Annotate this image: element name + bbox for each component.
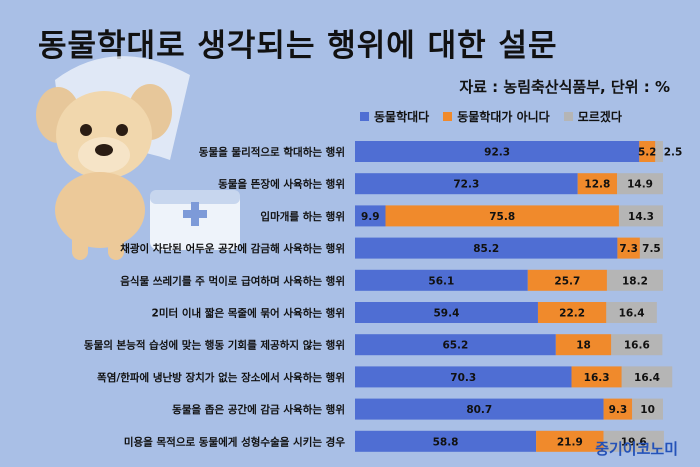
category-label: 동물을 뜬장에 사육하는 행위 [218, 178, 345, 191]
data-label: 75.8 [489, 211, 515, 223]
data-label: 18.2 [622, 275, 648, 287]
category-label: 폭염/한파에 냉난방 장치가 없는 장소에서 사육하는 행위 [97, 371, 345, 384]
bar-segment [618, 205, 663, 227]
data-label: 70.3 [450, 372, 476, 384]
legend-swatch [360, 112, 369, 121]
data-label: 12.8 [584, 179, 610, 191]
bar-segment [621, 366, 673, 388]
data-label: 16.4 [619, 308, 645, 320]
bar-segment [603, 398, 633, 420]
bar-segment [355, 366, 572, 388]
bar-segment [632, 398, 663, 420]
bar-segment [639, 141, 656, 162]
legend-swatch [443, 112, 453, 121]
data-label: 7.3 [619, 243, 638, 255]
legend-item: 모르겠다 [563, 108, 622, 125]
category-label: 음식물 쓰레기를 주 먹이로 급여하며 사육하는 행위 [120, 274, 345, 287]
bar-segment [555, 334, 612, 356]
legend-item: 동물학대가 아니다 [443, 108, 550, 125]
data-label: 21.9 [557, 436, 583, 448]
data-label: 14.3 [628, 211, 654, 223]
bar-segment [355, 141, 640, 162]
bar-segment [537, 302, 607, 323]
bar-segment [603, 430, 664, 452]
data-label: 2.5 [664, 147, 683, 159]
data-label: 80.7 [466, 404, 492, 416]
data-label: 18 [576, 340, 591, 352]
data-label: 10 [640, 404, 655, 416]
bar-segment [639, 237, 663, 259]
legend-label: 모르겠다 [577, 110, 622, 124]
data-label: 14.9 [627, 179, 653, 191]
legend-label: 동물학대다 [374, 110, 430, 124]
bar-segment [577, 173, 618, 195]
category-label: 동물을 좁은 공간에 감금 사육하는 행위 [172, 403, 345, 416]
data-label: 59.4 [434, 308, 460, 320]
data-label: 85.2 [473, 243, 499, 255]
bar-segment [355, 173, 578, 195]
bar-segment [606, 269, 663, 291]
category-label: 동물을 물리적으로 학대하는 행위 [199, 146, 345, 159]
category-label: 입마개를 하는 행위 [260, 210, 345, 223]
source-note: 자료 : 농림축산식품부, 단위 : % [459, 78, 670, 96]
bar-segment [527, 269, 607, 291]
data-label: 5.2 [638, 147, 657, 159]
bar-segment [606, 302, 657, 323]
bar-segment [355, 302, 538, 323]
bar-segment [355, 269, 528, 291]
bar-segment [355, 398, 604, 420]
data-label: 7.5 [642, 243, 661, 255]
category-label: 채광이 차단된 어두운 공간에 감금해 사육하는 행위 [120, 242, 345, 255]
bar-segment [355, 430, 537, 452]
bar-segment [355, 205, 386, 227]
bar-segment [617, 173, 663, 195]
dog-illustration [36, 56, 240, 260]
category-label: 미용을 목적으로 동물에게 성형수술을 시키는 경우 [124, 435, 345, 448]
data-label: 58.8 [433, 436, 459, 448]
data-label: 16.6 [624, 340, 650, 352]
data-label: 9.3 [609, 404, 628, 416]
data-label: 25.7 [554, 275, 580, 287]
bar-segment [355, 237, 618, 259]
legend-label: 동물학대가 아니다 [457, 110, 550, 124]
data-label: 72.3 [453, 179, 479, 191]
data-label: 92.3 [484, 147, 510, 159]
bar-segment [655, 141, 663, 162]
legend-swatch [563, 112, 573, 121]
category-label: 2미터 이내 짧은 목줄에 묶어 사육하는 행위 [152, 307, 345, 320]
data-label: 16.3 [584, 372, 610, 384]
legend-item: 동물학대다 [360, 108, 429, 125]
bar-segment [355, 334, 556, 356]
data-label: 65.2 [442, 340, 468, 352]
legend: 동물학대다 동물학대가 아니다 모르겠다 [360, 108, 622, 125]
bar-segment [617, 237, 640, 259]
bar-segment [385, 205, 619, 227]
brand-logo: 중기이코노미 [595, 440, 678, 458]
data-label: 19.6 [621, 436, 647, 448]
data-label: 9.9 [361, 211, 380, 223]
data-label: 16.4 [634, 372, 660, 384]
bar-segment [571, 366, 622, 388]
category-label: 동물의 본능적 습성에 맞는 행동 기회를 제공하지 않는 행위 [84, 339, 345, 352]
bar-segment [611, 334, 663, 356]
data-label: 56.1 [428, 275, 454, 287]
data-label: 22.2 [559, 308, 585, 320]
bar-segment [536, 430, 604, 452]
